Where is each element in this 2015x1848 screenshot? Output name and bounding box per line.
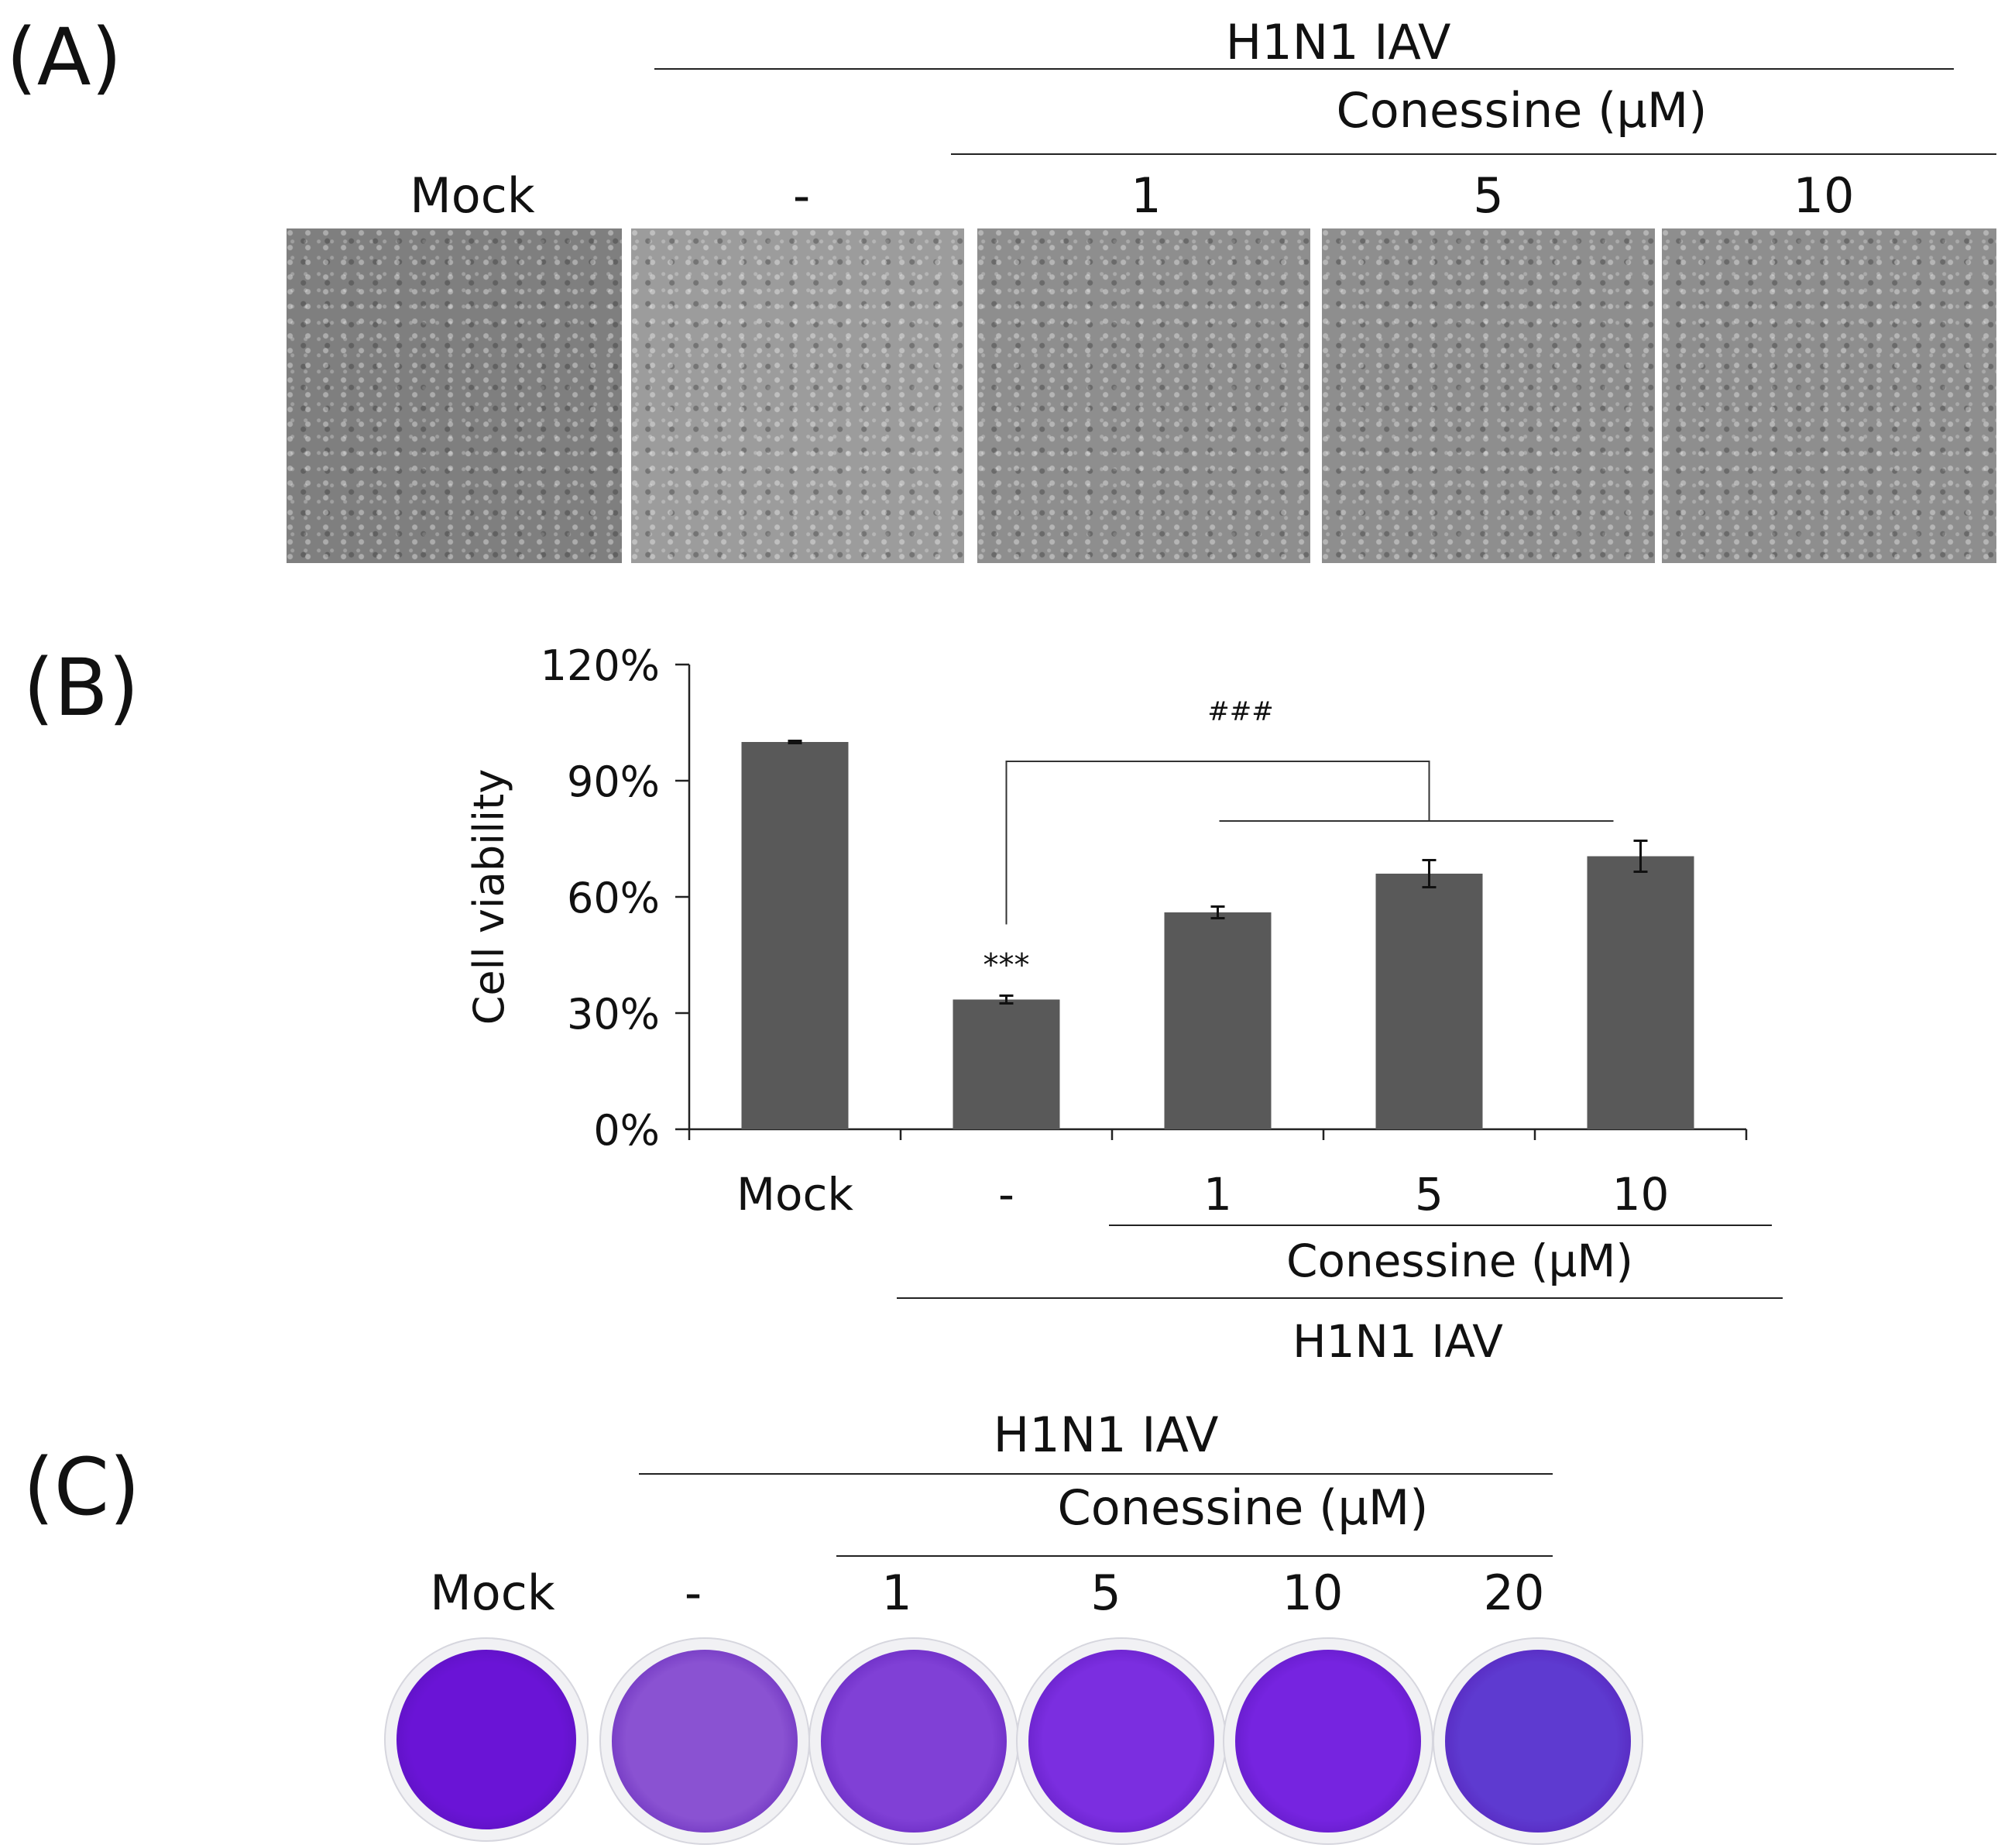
micrograph-5 — [1322, 228, 1655, 563]
x-tick-label: 10 — [1612, 1168, 1670, 1221]
panel-a-drug-line — [951, 153, 1996, 155]
y-tick-label: 90% — [567, 757, 660, 806]
micrograph-1 — [977, 228, 1310, 563]
panel-c-drug-label: Conessine (µM) — [1057, 1479, 1429, 1536]
panel-a-col-1: 1 — [1131, 167, 1162, 224]
well-10 — [1235, 1650, 1421, 1833]
y-tick-label: 120% — [541, 641, 660, 690]
panel-a-virus-label: H1N1 IAV — [1225, 14, 1451, 70]
well-20 — [1445, 1650, 1631, 1833]
well-5 — [1028, 1650, 1214, 1833]
x-tick-label: Mock — [736, 1168, 853, 1221]
y-axis-label: Cell viability — [465, 769, 513, 1025]
panel-a-col-untreated: - — [792, 167, 811, 224]
micrograph-10 — [1662, 228, 1996, 563]
well-mock — [396, 1650, 576, 1829]
significance-stars: *** — [983, 948, 1030, 984]
bar — [1375, 874, 1483, 1129]
panel-c-col-10: 10 — [1282, 1565, 1344, 1621]
y-tick-label: 0% — [593, 1106, 660, 1155]
panel-a-col-5: 5 — [1473, 167, 1504, 224]
virus-group-label: H1N1 IAV — [1292, 1315, 1503, 1368]
panel-c-col-5: 5 — [1090, 1565, 1121, 1621]
y-tick-label: 60% — [567, 874, 660, 922]
bar — [1587, 856, 1694, 1129]
panel-c-col-1: 1 — [881, 1565, 912, 1621]
panel-c-col-untreated: - — [684, 1565, 702, 1621]
panel-a-col-mock: Mock — [410, 167, 535, 224]
bar — [1164, 912, 1272, 1129]
bar — [953, 999, 1060, 1129]
panel-c-col-20: 20 — [1483, 1565, 1545, 1621]
panel-c-virus-line — [639, 1473, 1553, 1475]
panel-a-drug-label: Conessine (µM) — [1336, 82, 1708, 139]
panel-c-drug-line — [836, 1555, 1553, 1557]
x-tick-label: - — [998, 1168, 1014, 1221]
panel-label-a: (A) — [6, 12, 122, 104]
x-tick-label: 1 — [1203, 1168, 1232, 1221]
micrograph-untreated — [631, 228, 964, 563]
panel-label-c: (C) — [23, 1441, 140, 1534]
micrograph-mock — [287, 228, 622, 563]
drug-group-label: Conessine (µM) — [1286, 1235, 1633, 1287]
panel-a-col-10: 10 — [1793, 167, 1855, 224]
well-untreated — [612, 1650, 798, 1833]
well-1 — [821, 1650, 1007, 1833]
significance-bracket — [1005, 761, 1430, 925]
panel-label-b: (B) — [23, 642, 139, 734]
panel-c-virus-label: H1N1 IAV — [993, 1407, 1219, 1463]
x-tick-label: 5 — [1415, 1168, 1443, 1221]
bar — [741, 742, 849, 1129]
y-tick-label: 30% — [567, 990, 660, 1039]
panel-c-col-mock: Mock — [430, 1565, 555, 1621]
panel-a-virus-line — [654, 68, 1954, 70]
significance-hashes: ### — [1207, 696, 1273, 727]
